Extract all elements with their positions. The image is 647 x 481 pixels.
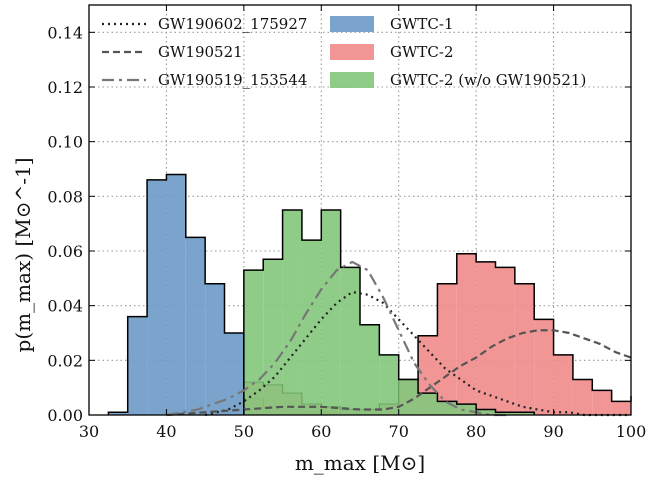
legend-label: GW190519_153544 [158,71,307,89]
bar [205,283,225,415]
bar [456,404,477,415]
line-series [166,260,632,417]
y-tick-label: 0.12 [47,78,83,97]
bar [282,210,302,415]
bar [572,379,593,415]
y-tick-label: 0.10 [47,133,83,152]
plot-frame [88,4,632,416]
bar [437,283,457,415]
legend-swatch [330,16,374,32]
x-tick-label: 100 [616,422,647,441]
x-tick-label: 50 [234,422,254,441]
bar [263,259,283,415]
x-tick-label: 40 [156,422,176,441]
legend-label: GWTC-2 (w/o GW190521) [390,71,586,89]
bar [398,379,419,415]
bar [476,261,496,415]
line-gw190519-153544 [166,260,508,417]
y-tick-label: 0.04 [47,297,83,316]
bar [418,393,438,415]
x-tick-label: 90 [543,422,563,441]
bar [243,270,264,415]
bar [340,267,360,415]
y-tick-label: 0.06 [47,242,83,261]
axes [88,4,632,416]
bar [495,267,515,415]
x-tick-label: 70 [389,422,409,441]
legend: GW190602_175927 GW190521 GW190519_153544 GW… [102,15,586,89]
bar [147,179,167,415]
y-tick-label: 0.14 [47,23,83,42]
legend-label: GWTC-2 [390,43,454,61]
bar [514,412,535,415]
x-tick-label: 60 [311,422,331,441]
x-tick-label: 80 [466,422,486,441]
hist-gwtc-1 [107,173,361,415]
line-gw190521 [166,329,632,417]
legend-swatch [330,44,374,60]
bar [360,324,380,415]
bar [592,390,612,415]
legend-swatch [330,72,374,88]
legend-label: GW190602_175927 [158,15,307,33]
bar [553,354,573,415]
hist-gwtc-2-w-o-gw190521- [243,209,535,415]
bar [476,409,496,415]
y-tick-label: 0.02 [47,351,83,370]
bar [321,210,341,415]
y-tick-label: 0.00 [47,406,83,425]
bar [224,333,244,415]
bar [127,316,148,415]
bar [611,401,631,415]
bar [514,283,535,415]
tick-labels: 30 40 50 60 70 80 90 100 0.00 0.02 0.04 0.06 0.08 0.1… [47,23,646,441]
bar [166,174,186,415]
bar [185,237,206,415]
bar [301,240,322,415]
histogram-series [107,173,632,415]
legend-label: GW190521 [158,43,243,61]
legend-label: GWTC-1 [390,15,454,33]
y-axis-label: p(m_max) [M⊙^-1] [11,158,35,353]
bar [534,319,554,415]
bar [379,354,399,415]
x-axis-label: m_max [M⊙] [295,451,425,475]
x-tick-label: 30 [79,422,99,441]
y-tick-label: 0.08 [47,187,83,206]
bar [108,412,128,415]
bar [456,253,477,415]
bar [495,412,515,415]
